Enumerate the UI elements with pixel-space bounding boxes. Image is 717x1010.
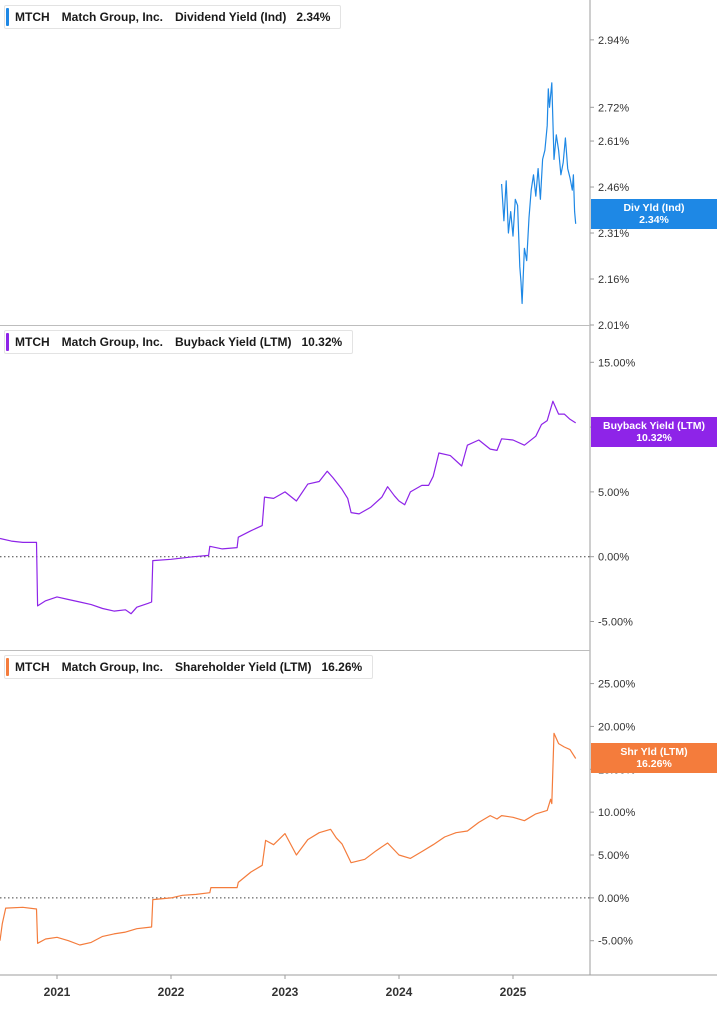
legend-color-swatch bbox=[6, 658, 9, 676]
tag-label: Shr Yld (LTM) bbox=[620, 746, 688, 758]
x-tick-label: 2025 bbox=[500, 985, 527, 999]
legend-color-swatch bbox=[6, 333, 9, 351]
tag-label: Div Yld (Ind) bbox=[623, 202, 685, 214]
y-tick-label: 2.01% bbox=[598, 320, 629, 332]
x-tick-label: 2023 bbox=[272, 985, 299, 999]
legend-company: Match Group, Inc. bbox=[61, 660, 164, 674]
series-line bbox=[0, 732, 577, 946]
legend-dividend-yield[interactable]: MTCH Match Group, Inc. Dividend Yield (I… bbox=[4, 5, 342, 29]
series-line bbox=[501, 82, 577, 305]
y-tick-label: 5.00% bbox=[598, 487, 629, 499]
y-tick-label: 0.00% bbox=[598, 893, 629, 905]
legend-company: Match Group, Inc. bbox=[61, 10, 164, 24]
last-value-tag-buyback: Buyback Yield (LTM) 10.32% bbox=[591, 417, 717, 447]
series-layer bbox=[0, 82, 577, 946]
legend-value: 16.26% bbox=[321, 660, 363, 674]
x-tick-label: 2022 bbox=[158, 985, 185, 999]
y-tick-label: 2.61% bbox=[598, 136, 629, 148]
y-tick-label: -5.00% bbox=[598, 616, 633, 628]
x-tick-label: 2024 bbox=[386, 985, 413, 999]
y-tick-label: 10.00% bbox=[598, 807, 636, 819]
y-tick-label: 2.72% bbox=[598, 102, 629, 114]
y-tick-label: 25.00% bbox=[598, 679, 636, 691]
tag-value: 10.32% bbox=[636, 432, 672, 444]
y-tick-label: 2.16% bbox=[598, 274, 629, 286]
y-tick-label: 0.00% bbox=[598, 552, 629, 564]
series-line bbox=[0, 400, 577, 615]
tag-value: 16.26% bbox=[636, 758, 672, 770]
y-tick-label: 5.00% bbox=[598, 850, 629, 862]
legend-metric: Buyback Yield (LTM) bbox=[175, 335, 292, 349]
y-tick-label: -5.00% bbox=[598, 936, 633, 948]
last-value-tag-shareholder: Shr Yld (LTM) 16.26% bbox=[591, 743, 717, 773]
legend-ticker: MTCH bbox=[15, 10, 50, 24]
legend-ticker: MTCH bbox=[15, 660, 50, 674]
legend-ticker: MTCH bbox=[15, 335, 50, 349]
legend-shareholder-yield[interactable]: MTCH Match Group, Inc. Shareholder Yield… bbox=[4, 655, 374, 679]
legend-buyback-yield[interactable]: MTCH Match Group, Inc. Buyback Yield (LT… bbox=[4, 330, 354, 354]
x-tick-label: 2021 bbox=[44, 985, 71, 999]
legend-value: 2.34% bbox=[296, 10, 331, 24]
legend-company: Match Group, Inc. bbox=[61, 335, 164, 349]
last-value-tag-dividend: Div Yld (Ind) 2.34% bbox=[591, 199, 717, 229]
tag-value: 2.34% bbox=[639, 214, 669, 226]
legend-color-swatch bbox=[6, 8, 9, 26]
legend-metric: Shareholder Yield (LTM) bbox=[175, 660, 312, 674]
tag-label: Buyback Yield (LTM) bbox=[603, 420, 705, 432]
legend-metric: Dividend Yield (Ind) bbox=[175, 10, 287, 24]
y-tick-label: 2.94% bbox=[598, 35, 629, 47]
tick-label-layer: 2.94% 2.72% 2.61% 2.46% 2.31% 2.16% 2.01% 15.00… bbox=[44, 35, 636, 999]
y-tick-label: 2.46% bbox=[598, 182, 629, 194]
y-tick-label: 20.00% bbox=[598, 721, 636, 733]
legend-value: 10.32% bbox=[301, 335, 343, 349]
y-tick-label: 2.31% bbox=[598, 228, 629, 240]
y-tick-label: 15.00% bbox=[598, 357, 636, 369]
